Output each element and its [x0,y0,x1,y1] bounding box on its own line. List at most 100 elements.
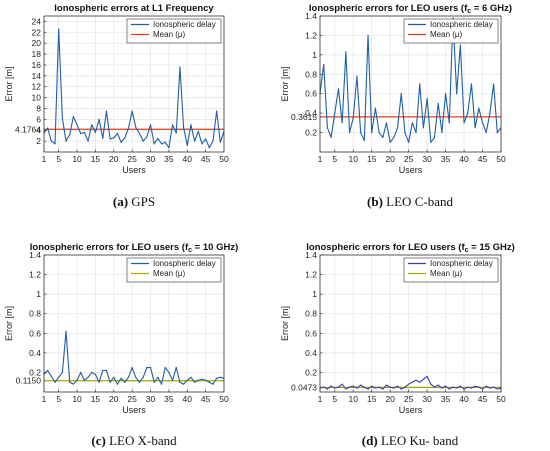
panel-caption: (c) LEO X-band [91,433,177,448]
y-tick-label: 1.2 [305,270,317,280]
x-tick-label: 15 [91,394,101,404]
data-point [385,122,388,124]
data-point [411,381,413,383]
title-end: = 15 GHz) [469,242,515,253]
data-point [485,385,487,387]
data-point [367,34,369,37]
data-point [194,140,196,142]
caption-label: (c) [91,433,109,448]
data-point [87,140,89,142]
data-point [330,385,332,387]
data-point [58,28,60,30]
series-line-ionospheric-delay [43,28,225,149]
x-tick-label: 30 [146,394,156,404]
data-point [378,131,380,134]
data-point [109,381,111,383]
x-tick-label: 45 [478,394,488,404]
data-point [396,385,399,387]
data-point [389,141,391,143]
title-subscript: c [188,247,192,254]
data-point [116,132,119,135]
legend-label: Mean (μ) [153,269,186,278]
y-tick-label: 1 [36,289,41,299]
data-point [396,127,399,129]
data-point [496,131,498,134]
data-point [109,138,111,140]
caption-label: (a) [113,194,131,209]
data-point [356,75,358,77]
data-point [205,379,207,381]
data-point [142,376,144,378]
chart-panel-2: 1 5 10 15 20 25 30 35 40 45 500.20.40.60.811.21.40… [280,3,512,209]
data-point [411,122,413,124]
data-point [463,122,465,124]
data-point [481,388,484,390]
series-line-ionospheric-delay [319,17,502,143]
title-end: = 10 GHz) [192,242,238,253]
data-point [164,366,166,369]
data-point [58,376,60,378]
data-point [481,122,484,124]
title-subscript: c [465,247,469,254]
data-point [459,385,461,387]
data-point [54,381,56,383]
data-point [201,378,203,380]
series-line-ionospheric-delay [319,375,502,390]
data-point [348,386,351,388]
data-point [393,136,395,139]
chart-panel-4: 1 5 10 15 20 25 30 35 40 45 500.20.40.60.811.21.40… [280,242,515,448]
y-tick-label: 12 [32,82,42,92]
data-point [385,384,388,386]
legend-label: Ionospheric delay [430,259,493,268]
data-point [171,124,174,126]
data-point [422,127,425,129]
data-point [489,387,491,389]
data-point [363,386,365,388]
legend-label: Ionospheric delay [153,20,216,29]
caption-text: GPS [131,194,155,209]
mean-tick-label: 0.3615 [291,112,317,122]
data-point [124,137,126,139]
data-point [356,387,358,389]
x-tick-label: 45 [478,154,488,164]
data-point [459,44,461,46]
y-tick-label: 0.8 [29,309,41,319]
data-point [146,366,148,369]
x-tick-label: 1 [318,154,323,164]
data-point [433,136,436,139]
x-tick-label: 20 [109,154,119,164]
data-point [212,383,214,385]
data-point [182,383,185,385]
y-tick-label: 1 [312,289,317,299]
data-point [50,140,52,142]
data-point [175,132,177,134]
data-point [212,140,214,142]
x-tick-label: 45 [201,154,211,164]
x-tick-label: 5 [332,394,337,404]
data-point [326,388,328,390]
x-axis-label: Users [122,405,146,415]
data-point [120,377,122,379]
data-point [127,127,130,129]
data-point [467,386,469,388]
x-tick-label: 10 [72,154,82,164]
y-tick-label: 0.4 [29,348,41,358]
y-tick-label: 1.2 [305,30,317,40]
data-point [382,136,384,139]
x-tick-label: 15 [367,154,377,164]
data-point [219,376,221,378]
data-point [205,138,207,140]
y-tick-label: 1.2 [29,270,41,280]
x-tick-label: 35 [164,154,174,164]
y-tick-label: 0.4 [305,348,317,358]
data-point [441,387,443,389]
data-point [393,387,395,389]
x-tick-label: 1 [42,394,47,404]
data-point [334,112,336,114]
chart-panel-3: 1 5 10 15 20 25 30 35 40 45 500.20.40.60.811.21.40… [4,242,238,448]
caption-text: LEO Ku- band [381,433,459,448]
x-tick-label: 1 [42,154,47,164]
